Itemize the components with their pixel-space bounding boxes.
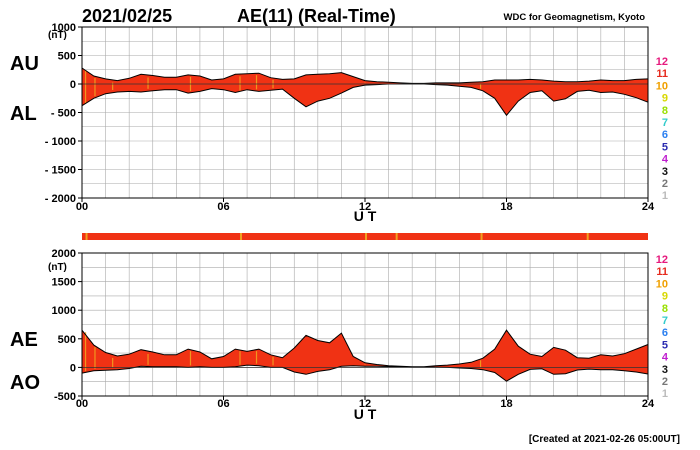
- x-tick-label: 12: [359, 398, 371, 410]
- y-tick-label: 0: [70, 362, 76, 374]
- legend-label: 12: [656, 56, 668, 68]
- plot-credit: WDC for Geomagnetism, Kyoto: [504, 12, 646, 23]
- plot-title: AE(11) (Real-Time): [237, 6, 396, 26]
- legend-label: 6: [662, 129, 668, 141]
- legend-label: 1: [662, 388, 668, 400]
- legend-label: 3: [662, 364, 668, 376]
- quality-stripe-marker: [85, 233, 88, 240]
- legend-label: 3: [662, 166, 668, 178]
- series-line-au: [81, 67, 649, 84]
- series-line-ao: [81, 364, 649, 382]
- legend-label: 12: [656, 254, 668, 266]
- legend-label: 8: [662, 105, 668, 117]
- quality-stripe-marker: [480, 233, 483, 240]
- data-quality-stripe: [82, 233, 648, 240]
- x-tick-label: 06: [217, 201, 229, 213]
- x-axis-label: U T: [354, 406, 377, 422]
- quality-stripe-marker: [365, 233, 367, 240]
- x-tick-label: 06: [217, 398, 229, 410]
- y-tick-label: 1500: [52, 277, 76, 289]
- legend-label: 5: [662, 141, 668, 153]
- plot-date: 2021/02/25: [82, 6, 172, 26]
- x-tick-label: 12: [359, 201, 371, 213]
- data-area: [82, 68, 648, 116]
- y-tick-label: 500: [58, 51, 76, 63]
- y-tick-label: -500: [54, 391, 76, 403]
- x-tick-label: 24: [642, 201, 655, 213]
- quality-stripe-marker: [586, 233, 589, 240]
- quality-stripe-marker: [240, 233, 243, 240]
- y-tick-label: 2000: [52, 248, 76, 260]
- y-axis-unit: (nT): [48, 262, 67, 273]
- x-axis-label: U T: [354, 208, 377, 224]
- x-tick-label: 18: [500, 398, 512, 410]
- y-tick-label: 1000: [52, 22, 76, 34]
- y-axis-unit: (nT): [48, 30, 67, 41]
- legend-label: 9: [662, 93, 668, 105]
- quality-stripe-marker: [395, 233, 398, 240]
- legend-label: 2: [662, 376, 668, 388]
- legend-label: 2: [662, 178, 668, 190]
- legend-label: 7: [662, 315, 668, 327]
- y-tick-label: 1000: [52, 305, 76, 317]
- y-tick-label: 500: [58, 334, 76, 346]
- y-tick-label: 0: [70, 79, 76, 91]
- y-tick-label: - 2000: [45, 193, 76, 205]
- legend-label: 11: [656, 68, 668, 80]
- legend-label: 4: [662, 154, 669, 166]
- y-tick-label: - 1500: [45, 165, 76, 177]
- series-line-al: [81, 83, 649, 117]
- legend-label: 8: [662, 303, 668, 315]
- series-label-upper: AE: [10, 329, 38, 351]
- created-timestamp: [Created at 2021-02-26 05:00UT]: [529, 434, 680, 445]
- x-tick-label: 00: [76, 398, 88, 410]
- x-tick-label: 18: [500, 201, 512, 213]
- legend-label: 9: [662, 291, 668, 303]
- legend-label: 7: [662, 117, 668, 129]
- legend-label: 1: [662, 190, 668, 202]
- series-label-lower: AO: [10, 372, 40, 394]
- legend-label: 4: [662, 352, 669, 364]
- legend-label: 5: [662, 339, 668, 351]
- data-area: [82, 330, 648, 382]
- y-tick-label: - 500: [51, 108, 76, 120]
- x-tick-label: 00: [76, 201, 88, 213]
- series-label-upper: AU: [10, 53, 39, 75]
- x-tick-label: 24: [642, 398, 655, 410]
- series-label-lower: AL: [10, 103, 37, 125]
- legend-label: 11: [656, 266, 668, 278]
- legend-label: 6: [662, 327, 668, 339]
- series-line-ae: [81, 329, 649, 368]
- legend-label: 10: [656, 278, 668, 290]
- y-tick-label: - 1000: [45, 136, 76, 148]
- legend-label: 10: [656, 80, 668, 92]
